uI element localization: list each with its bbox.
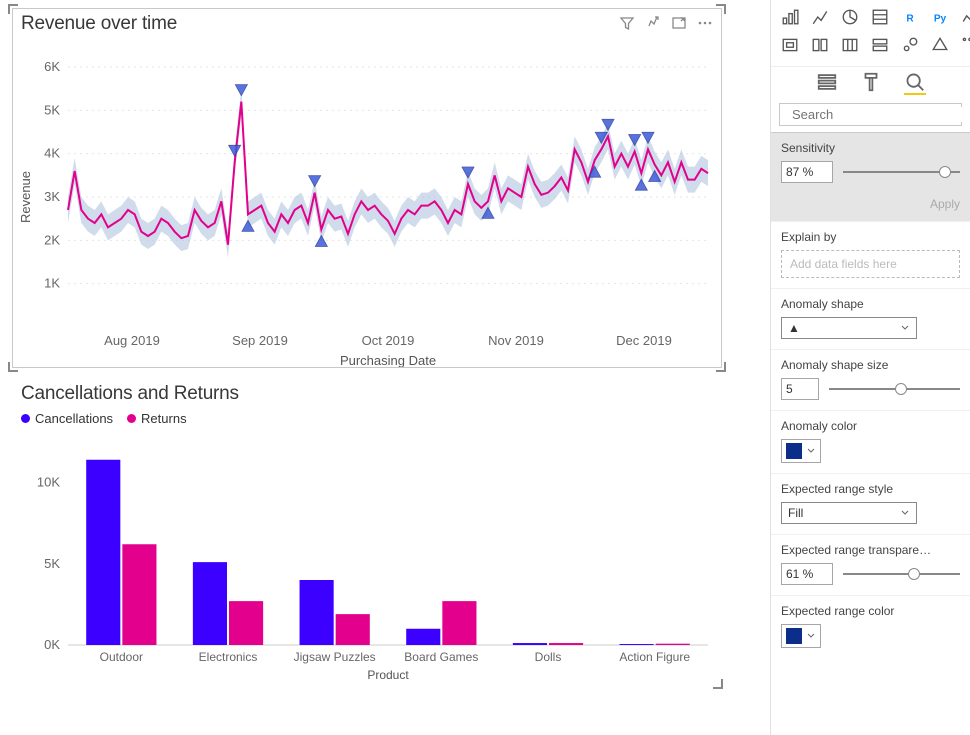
- sensitivity-label: Sensitivity: [781, 141, 960, 155]
- apply-button[interactable]: Apply: [781, 197, 960, 211]
- expected-range-transparency-slider[interactable]: [843, 573, 960, 575]
- viz-type-icon[interactable]: [779, 34, 801, 56]
- visual-toolbar: [619, 15, 713, 31]
- expected-range-color-picker[interactable]: [781, 624, 821, 648]
- revenue-visual[interactable]: Revenue over time 1K 2K 3K 4K 5K 6K Aug 2019 Se…: [12, 8, 722, 368]
- expected-range-style-section: Expected range style Fill: [771, 474, 970, 535]
- expected-range-color-label: Expected range color: [781, 604, 960, 618]
- viz-type-icon[interactable]: [959, 34, 970, 56]
- explain-by-well[interactable]: Add data fields here: [781, 250, 960, 278]
- anomaly-shape-label: Anomaly shape: [781, 297, 960, 311]
- sensitivity-value[interactable]: 87 %: [781, 161, 833, 183]
- svg-text:0K: 0K: [44, 637, 60, 652]
- explain-by-label: Explain by: [781, 230, 960, 244]
- viz-type-icon[interactable]: [899, 34, 921, 56]
- chart-legend: Cancellations Returns: [13, 407, 721, 430]
- anomaly-shape-size-label: Anomaly shape size: [781, 358, 960, 372]
- svg-text:6K: 6K: [44, 59, 60, 74]
- anomaly-shape-size-value[interactable]: 5: [781, 378, 819, 400]
- anomaly-color-section: Anomaly color: [771, 411, 970, 474]
- svg-text:Dec 2019: Dec 2019: [616, 333, 672, 348]
- svg-text:5K: 5K: [44, 556, 60, 571]
- search-field[interactable]: [792, 107, 968, 122]
- format-tabs: [771, 66, 970, 99]
- viz-type-icon[interactable]: [959, 6, 970, 28]
- svg-text:Nov 2019: Nov 2019: [488, 333, 544, 348]
- legend-item[interactable]: Cancellations: [21, 411, 113, 426]
- svg-text:Revenue: Revenue: [18, 171, 33, 223]
- svg-text:2K: 2K: [44, 232, 60, 247]
- svg-text:1K: 1K: [44, 276, 60, 291]
- anomaly-shape-section: Anomaly shape ▲: [771, 289, 970, 350]
- svg-text:Product: Product: [367, 668, 409, 680]
- viz-type-icon[interactable]: Py: [929, 6, 951, 28]
- viz-type-icon[interactable]: [809, 34, 831, 56]
- chevron-down-icon: [900, 323, 910, 333]
- anomaly-shape-size-section: Anomaly shape size 5: [771, 350, 970, 411]
- chevron-down-icon: [806, 631, 816, 641]
- svg-text:Py: Py: [934, 14, 947, 25]
- spotlight-icon[interactable]: [645, 15, 661, 31]
- more-icon[interactable]: [697, 15, 713, 31]
- svg-text:3K: 3K: [44, 189, 60, 204]
- svg-text:Electronics: Electronics: [199, 650, 258, 664]
- sensitivity-slider[interactable]: [843, 171, 960, 173]
- chevron-down-icon: [806, 446, 816, 456]
- anomaly-shape-select[interactable]: ▲: [781, 317, 917, 339]
- viz-type-icon[interactable]: [809, 6, 831, 28]
- sensitivity-section: Sensitivity 87 % Apply: [771, 132, 970, 222]
- legend-item[interactable]: Returns: [127, 411, 187, 426]
- line-chart[interactable]: 1K 2K 3K 4K 5K 6K Aug 2019 Sep 2019 Oct 2019 Nov …: [13, 37, 723, 367]
- expected-range-style-value: Fill: [788, 506, 803, 520]
- svg-text:Jigsaw Puzzles: Jigsaw Puzzles: [294, 650, 376, 664]
- svg-text:4K: 4K: [44, 146, 60, 161]
- svg-text:Purchasing Date: Purchasing Date: [340, 353, 436, 367]
- svg-text:Outdoor: Outdoor: [100, 650, 143, 664]
- search-input[interactable]: [779, 103, 962, 126]
- expected-range-style-label: Expected range style: [781, 482, 960, 496]
- anomaly-color-label: Anomaly color: [781, 419, 960, 433]
- format-tab-icon[interactable]: [860, 73, 882, 95]
- expected-range-style-select[interactable]: Fill: [781, 502, 917, 524]
- anomaly-shape-size-slider[interactable]: [829, 388, 960, 390]
- svg-text:10K: 10K: [37, 475, 60, 490]
- chart-title: Revenue over time: [13, 9, 721, 37]
- expected-range-color-section: Expected range color: [771, 596, 970, 658]
- visualization-gallery: R Py: [771, 0, 970, 66]
- svg-text:Board Games: Board Games: [404, 650, 478, 664]
- viz-type-icon[interactable]: [929, 34, 951, 56]
- svg-text:Action Figure: Action Figure: [619, 650, 690, 664]
- expected-range-transparency-section: Expected range transpare… 61 %: [771, 535, 970, 596]
- fields-tab-icon[interactable]: [816, 73, 838, 95]
- viz-type-icon[interactable]: R: [899, 6, 921, 28]
- chart-title: Cancellations and Returns: [13, 379, 721, 407]
- viz-type-icon[interactable]: [869, 34, 891, 56]
- explain-by-section: Explain by Add data fields here: [771, 222, 970, 289]
- svg-text:Aug 2019: Aug 2019: [104, 333, 160, 348]
- anomaly-shape-value: ▲: [788, 321, 800, 335]
- svg-text:Oct 2019: Oct 2019: [362, 333, 415, 348]
- viz-type-icon[interactable]: [779, 6, 801, 28]
- anomaly-color-picker[interactable]: [781, 439, 821, 463]
- expected-range-transparency-label: Expected range transpare…: [781, 543, 960, 557]
- filter-icon[interactable]: [619, 15, 635, 31]
- chevron-down-icon: [900, 508, 910, 518]
- cancellations-visual[interactable]: Cancellations and Returns Cancellations R…: [12, 378, 722, 688]
- analytics-tab-icon[interactable]: [904, 73, 926, 95]
- expected-range-transparency-value[interactable]: 61 %: [781, 563, 833, 585]
- viz-type-icon[interactable]: [869, 6, 891, 28]
- visualizations-panel: R Py Sensitivity 87 % Apply Explain by Ad…: [770, 0, 970, 735]
- svg-text:Dolls: Dolls: [535, 650, 562, 664]
- viz-type-icon[interactable]: [839, 6, 861, 28]
- svg-text:Sep 2019: Sep 2019: [232, 333, 288, 348]
- viz-type-icon[interactable]: [839, 34, 861, 56]
- focus-icon[interactable]: [671, 15, 687, 31]
- svg-text:5K: 5K: [44, 102, 60, 117]
- svg-text:R: R: [906, 14, 914, 25]
- bar-chart[interactable]: 0K 5K 10K Outdoor Electronics Jigsaw Puzzles B…: [13, 430, 723, 680]
